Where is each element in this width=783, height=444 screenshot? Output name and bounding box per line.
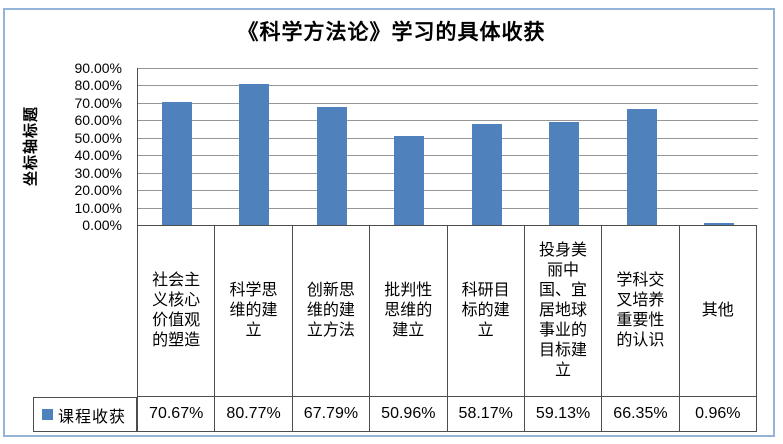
value-cell: 70.67% [138, 397, 216, 431]
bar-3 [316, 106, 347, 225]
y-tick-label: 20.00% [74, 182, 122, 199]
bar-8 [704, 223, 735, 225]
y-tick-label: 0.00% [82, 217, 122, 233]
y-tick-label: 90.00% [74, 60, 122, 76]
y-tick-label: 60.00% [74, 112, 122, 129]
gridline [138, 137, 758, 139]
category-label: 科研目标的建立 [448, 226, 525, 396]
category-label: 科学思维的建立 [215, 226, 293, 396]
value-cell: 0.96% [695, 405, 741, 422]
y-tick-label: 50.00% [74, 129, 122, 146]
gridline [138, 102, 758, 104]
legend-cell: 课程收获 [33, 397, 137, 432]
gridline [138, 155, 758, 157]
category-label: 学科交叉培养重要性的认识 [602, 226, 680, 396]
gridline [138, 85, 758, 87]
gridline [138, 190, 758, 192]
value-cell: 59.13% [525, 397, 603, 431]
category-axis-table: 社会主义核心价值观的塑造 科学思维的建立 创新思维的建立方法 批判性思维的建立 科研目标… [137, 225, 757, 397]
category-label: 社会主义核心价值观的塑造 [138, 226, 216, 396]
data-table-value-row: 70.67% 80.77% 67.79% 50.96% 58.17% 59.13% 66.3… [137, 397, 757, 432]
bar-5 [471, 123, 502, 225]
chart-frame-border [3, 8, 775, 437]
y-tick-label: 10.00% [74, 199, 122, 216]
gridline [138, 68, 758, 69]
bar-4 [394, 136, 425, 225]
y-tick-label: 80.00% [74, 77, 122, 94]
chart-title: 《科学方法论》学习的具体收获 [237, 20, 546, 44]
gridline [138, 207, 758, 209]
value-cell: 67.79% [293, 397, 371, 431]
legend-swatch-icon [42, 409, 53, 420]
bar-2 [239, 84, 270, 225]
category-label: 投身美丽中国、宜居地球事业的目标建立 [525, 226, 603, 396]
value-cell: 58.17% [448, 397, 525, 431]
gridline [138, 172, 758, 174]
value-cell: 80.77% [215, 397, 293, 431]
bar-7 [626, 109, 657, 225]
y-tick-label: 30.00% [74, 164, 122, 181]
y-tick-label: 70.00% [74, 94, 122, 111]
legend-label: 课程收获 [58, 408, 127, 426]
bar-1 [161, 101, 192, 225]
category-label: 创新思维的建立方法 [293, 226, 371, 396]
value-cell: 66.35% [602, 397, 680, 431]
bar-6 [549, 121, 580, 225]
y-tick-label: 40.00% [74, 147, 122, 164]
gridline [138, 120, 758, 122]
category-label: 批判性思维的建立 [370, 226, 448, 396]
plot-area [137, 68, 758, 225]
value-cell: 50.96% [370, 397, 448, 431]
category-label: 其他 [701, 302, 734, 319]
